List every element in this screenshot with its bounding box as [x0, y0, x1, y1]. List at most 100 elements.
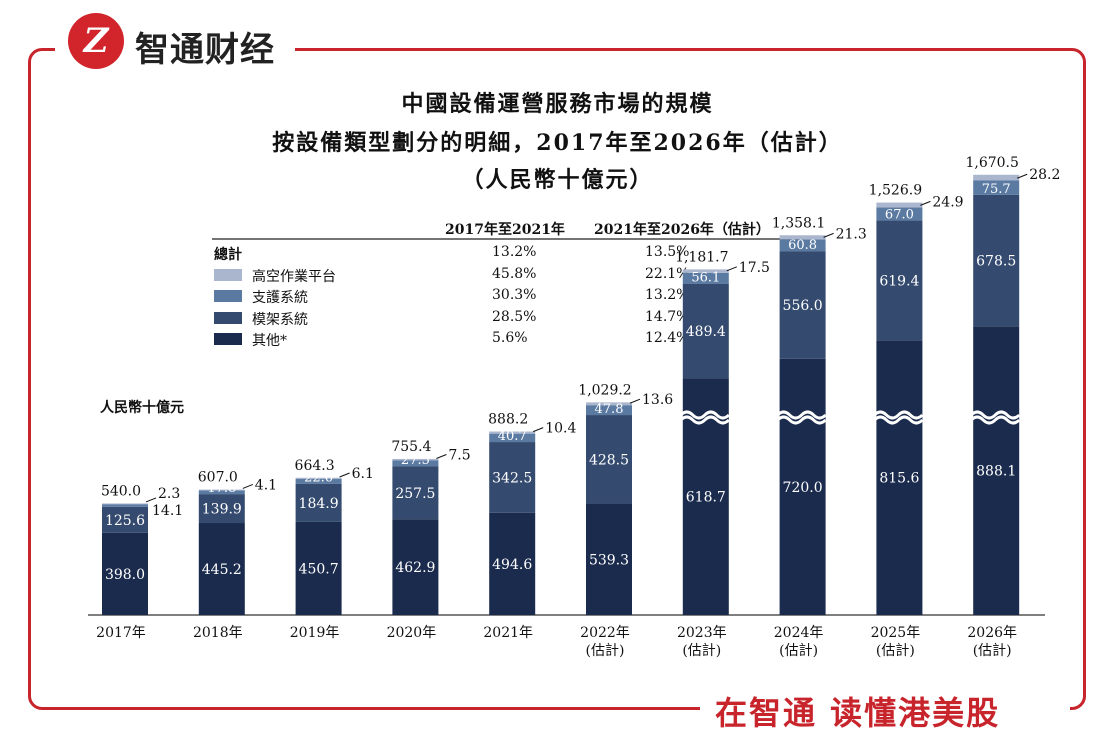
total-label: 664.3 — [295, 458, 335, 474]
cagr-value: 13.2% — [645, 287, 690, 303]
bar-segment-0 — [392, 519, 439, 615]
segment-value: 24.9 — [932, 194, 963, 210]
segment-value: 13.6 — [642, 392, 673, 408]
bar-segment-3 — [682, 269, 729, 273]
segment-value: 28.2 — [1029, 167, 1060, 183]
bar-segment-2 — [102, 503, 148, 507]
legend-swatch — [214, 311, 242, 324]
leader-line — [726, 266, 737, 272]
bar-segment-3 — [876, 202, 923, 208]
leader-line — [436, 454, 447, 459]
axis-break-mark — [679, 415, 730, 425]
axis-break-mark — [776, 410, 827, 420]
bar-segment-2 — [198, 490, 245, 495]
segment-value: 14.1 — [152, 503, 183, 519]
cagr-value: 5.6% — [492, 330, 528, 346]
x-tick-label: 2024年 — [774, 625, 824, 641]
segment-value: 462.9 — [395, 560, 435, 576]
cagr-value: 45.8% — [492, 265, 537, 282]
segment-value: 17.8 — [207, 481, 236, 496]
segment-value: 4.1 — [255, 477, 277, 493]
segment-value: 398.0 — [105, 567, 145, 583]
x-tick-label: (估計) — [876, 643, 915, 659]
cagr-value: 30.3% — [492, 287, 537, 303]
cagr-value: 12.4% — [645, 330, 690, 346]
bar-segment-1 — [682, 283, 729, 379]
bar-segment-1 — [876, 220, 923, 341]
cagr-header-2: 2021年至2026年（估計） — [594, 222, 770, 238]
slogan-background — [700, 680, 1070, 740]
segment-value: 184.9 — [299, 496, 339, 512]
cagr-value: 13.5% — [645, 244, 690, 260]
cagr-value: 13.2% — [492, 244, 537, 260]
x-tick-label: 2019年 — [290, 625, 340, 641]
x-tick-label: (估計) — [586, 643, 625, 659]
bar-segment-1 — [392, 466, 439, 520]
y-unit-label: 人民幣十億元 — [100, 400, 184, 416]
bar-segment-0 — [102, 532, 148, 615]
chart-subtitle: 按設備類型劃分的明細，2017年至2026年（估計） — [272, 130, 843, 156]
leader-line — [242, 483, 253, 489]
leader-line — [920, 200, 931, 206]
x-tick-label: 2021年 — [483, 625, 533, 641]
x-tick-label: 2020年 — [387, 625, 437, 641]
total-label: 1,181.7 — [675, 249, 728, 265]
x-tick-label: 2023年 — [677, 625, 727, 641]
segment-value: 7.5 — [448, 447, 470, 463]
segment-value: 618.7 — [686, 490, 726, 506]
leader-line — [145, 497, 157, 503]
total-label: 607.0 — [198, 470, 238, 486]
legend-label: 高空作業平台 — [252, 268, 336, 285]
bar-segment-0 — [876, 340, 923, 615]
bar-segment-2 — [489, 433, 536, 443]
cagr-value: 28.5% — [492, 308, 537, 325]
x-tick-label: 2022年 — [580, 625, 630, 641]
segment-value: 2.3 — [158, 486, 180, 502]
bar-segment-0 — [295, 521, 342, 615]
axis-break-mark — [873, 415, 924, 425]
bar-segment-3 — [489, 431, 536, 434]
total-label: 1,029.2 — [578, 382, 631, 398]
axis-break-mark — [970, 415, 1021, 425]
frame-border — [28, 48, 1086, 710]
bar-segment-1 — [295, 483, 342, 522]
segment-value: 720.0 — [783, 480, 823, 496]
bar-segment-0 — [489, 512, 536, 615]
legend-swatch — [214, 268, 242, 281]
segment-value: 75.7 — [982, 182, 1011, 197]
axis-break-mark — [970, 410, 1021, 420]
x-tick-label: 2026年 — [967, 625, 1017, 641]
chart-title: 中國設備運營服務市場的規模 — [401, 91, 714, 117]
segment-value: 10.4 — [545, 421, 576, 437]
leader-line — [629, 398, 641, 404]
legend-label: 模架系統 — [252, 311, 308, 328]
segment-value: 445.2 — [202, 562, 242, 578]
bar-segment-3 — [198, 489, 245, 491]
legend-swatch — [214, 333, 242, 345]
leader-line — [339, 472, 350, 478]
bar-segment-2 — [779, 239, 826, 252]
segment-value: 539.3 — [589, 552, 629, 568]
bar-segment-1 — [489, 442, 536, 513]
segment-value: 27.5 — [401, 453, 430, 468]
segment-value: 17.5 — [739, 260, 770, 276]
x-tick-label: 2017年 — [96, 625, 146, 641]
segment-value: 494.6 — [492, 557, 532, 573]
bar-segment-2 — [876, 207, 923, 221]
cagr-header-1: 2017年至2021年 — [445, 222, 565, 238]
bar-segment-1 — [586, 415, 632, 504]
segment-value: 678.5 — [976, 254, 1016, 270]
bar-segment-1 — [779, 251, 826, 359]
segment-value: 6.1 — [352, 466, 374, 482]
segment-value: 428.5 — [589, 452, 629, 468]
x-tick-label: 2025年 — [871, 625, 921, 641]
segment-value: 125.6 — [105, 513, 145, 529]
segment-value: 619.4 — [879, 273, 919, 289]
total-label: 1,526.9 — [869, 183, 922, 199]
legend-label: 支護系統 — [252, 290, 308, 306]
segment-value: 450.7 — [299, 561, 339, 577]
cagr-value: 22.1% — [645, 265, 690, 282]
bar-segment-0 — [586, 503, 632, 615]
segment-value: 67.0 — [885, 207, 914, 222]
